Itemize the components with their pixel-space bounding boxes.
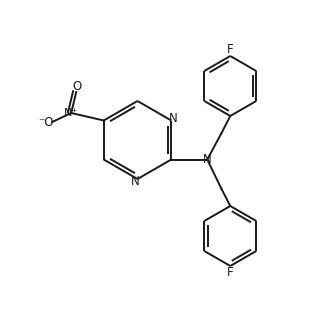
Text: F: F <box>227 266 234 279</box>
Text: ⁻O: ⁻O <box>38 116 53 129</box>
Text: F: F <box>227 43 234 56</box>
Text: N: N <box>169 112 178 125</box>
Text: N: N <box>131 175 140 188</box>
Text: N: N <box>203 153 212 166</box>
Text: O: O <box>72 80 82 93</box>
Text: N⁺: N⁺ <box>64 108 78 118</box>
